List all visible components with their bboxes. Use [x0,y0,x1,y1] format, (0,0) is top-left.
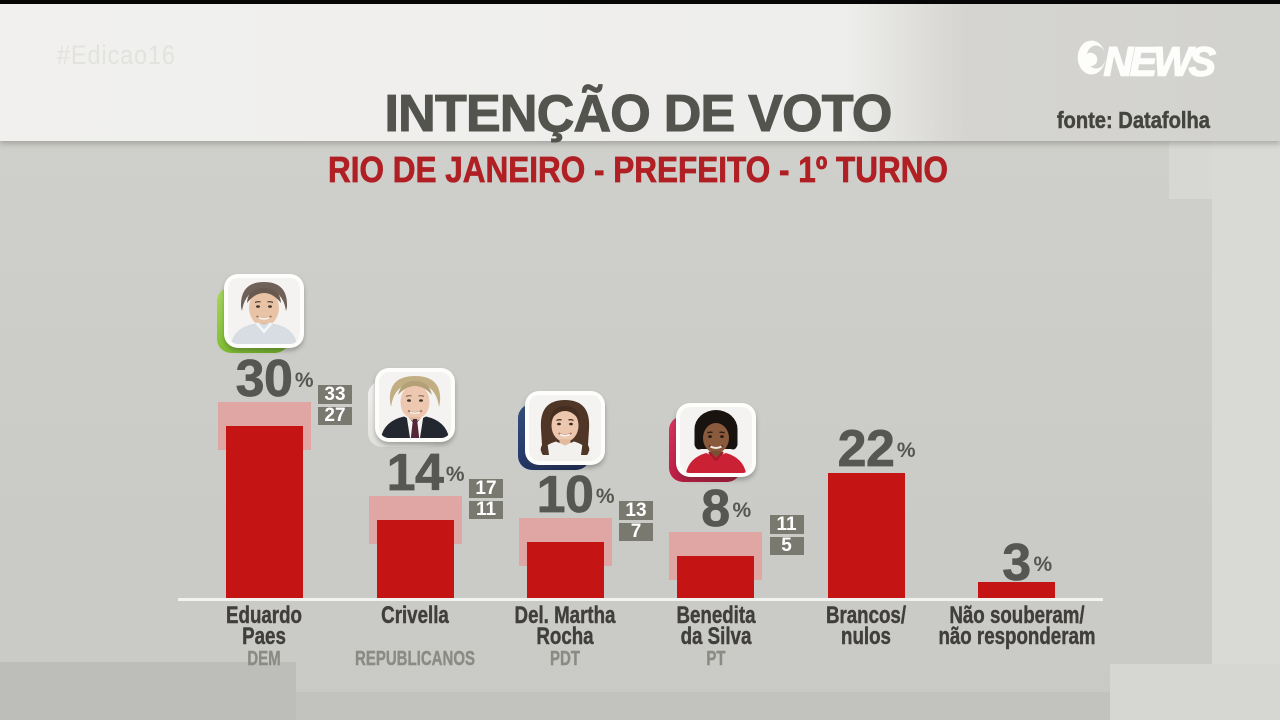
svg-text:NEWS: NEWS [1104,39,1216,79]
